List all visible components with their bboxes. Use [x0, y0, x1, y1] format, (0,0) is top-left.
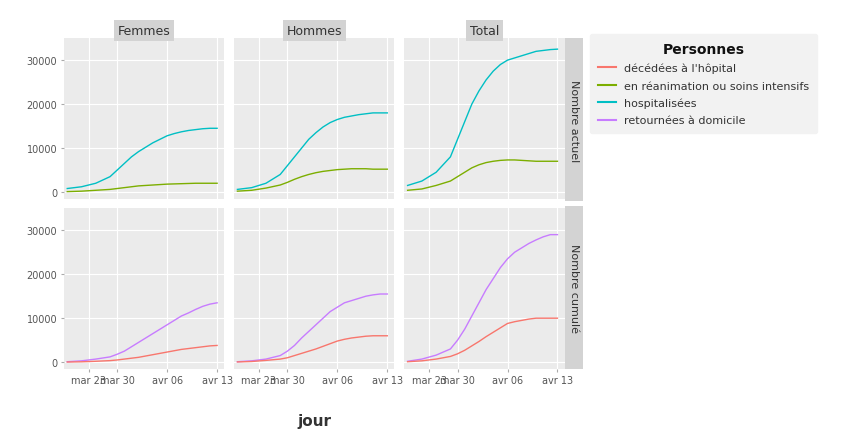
Legend: décédées à l'hôpital, en réanimation ou soins intensifs, hospitalisées, retourné: décédées à l'hôpital, en réanimation ou … — [590, 35, 818, 134]
Title: Hommes: Hommes — [286, 25, 342, 38]
Title: Femmes: Femmes — [117, 25, 171, 38]
Text: Nombre cumulé: Nombre cumulé — [569, 243, 579, 332]
Text: Nombre actuel: Nombre actuel — [569, 79, 579, 161]
Title: Total: Total — [469, 25, 499, 38]
Text: jour: jour — [297, 413, 331, 428]
